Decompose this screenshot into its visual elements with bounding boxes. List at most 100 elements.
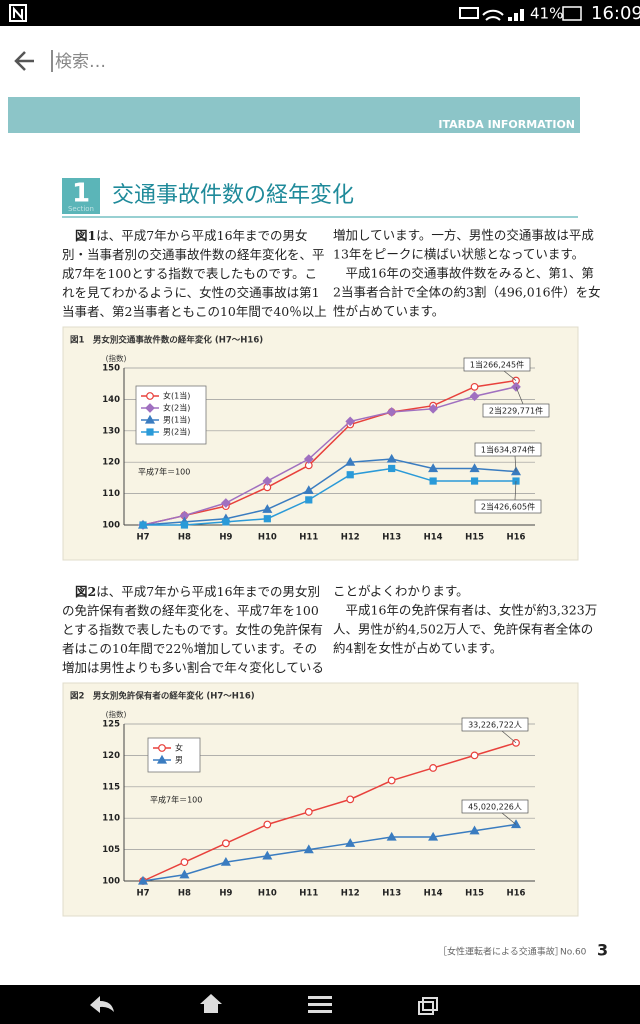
legend-marker	[146, 392, 154, 400]
search-bar	[0, 26, 640, 96]
paragraph-line: 別・当事者別の交通事故件数の経年変化を、平	[62, 247, 325, 262]
back-button[interactable]	[14, 51, 34, 71]
signal-icon	[508, 9, 524, 21]
nav-windows[interactable]	[418, 997, 438, 1015]
x-tick-label: H14	[424, 889, 443, 899]
data-point	[220, 856, 231, 866]
x-tick-label: H11	[299, 533, 318, 543]
data-point	[303, 844, 314, 854]
x-tick-label: H9	[219, 889, 232, 899]
battery-icon	[562, 6, 582, 21]
legend-label: 男(1当)	[163, 415, 190, 425]
y-axis-label: (指数)	[106, 353, 127, 363]
footer-series: ［女性運転者による交通事故］	[438, 946, 564, 958]
callout-label: 1当266,245件	[470, 360, 524, 370]
line-text: 成7年を100とする指数で表したものです。こ	[62, 266, 317, 281]
paragraph-line: 平成16年の交通事故件数をみると、第1、第	[333, 266, 594, 281]
paragraph-line: 当事者、第2当事者ともこの10年間で40％以上	[62, 304, 327, 319]
y-tick-label: 120	[102, 458, 120, 468]
nav-home[interactable]	[200, 994, 222, 1013]
data-point	[345, 456, 356, 466]
nav-back[interactable]	[90, 996, 114, 1013]
x-tick-label: H15	[465, 889, 484, 899]
data-point	[180, 521, 189, 529]
x-tick-label: H13	[382, 533, 401, 543]
legend-label: 女(1当)	[163, 391, 190, 401]
data-point	[179, 869, 190, 879]
y-tick-label: 130	[102, 426, 120, 436]
line-text: とする指数で表したものです。女性の免許保有	[62, 622, 323, 637]
banner-text: ITARDA INFORMATION	[438, 118, 575, 131]
section-title: 交通事故件数の経年変化	[112, 183, 354, 208]
paragraph-line: 約4割を女性が占めています。	[333, 641, 502, 656]
status-icons	[459, 7, 504, 21]
data-point	[469, 463, 480, 473]
data-point	[428, 463, 439, 473]
status-bar	[0, 0, 640, 26]
battery-level: 41%	[530, 5, 563, 23]
data-point	[469, 391, 480, 402]
data-point	[386, 407, 397, 417]
data-point	[470, 751, 479, 760]
x-tick-label: H16	[507, 889, 526, 899]
data-point	[470, 477, 479, 485]
line-text: は、平成7年から平成16年までの男女	[96, 228, 307, 243]
y-tick-label: 150	[102, 364, 120, 374]
data-point	[386, 831, 397, 841]
y-axis-label: (指数)	[106, 709, 127, 719]
x-tick-label: H12	[341, 889, 360, 899]
y-tick-label: 105	[102, 845, 120, 855]
callout-label: 2当426,605件	[481, 502, 535, 512]
data-point	[469, 825, 480, 835]
figure-note: 平成7年＝100	[150, 795, 202, 805]
nav-menu[interactable]	[308, 996, 332, 1013]
data-point	[470, 382, 479, 391]
callout-leader	[515, 386, 524, 405]
lead: 図1	[75, 228, 96, 243]
banner	[8, 97, 580, 133]
x-tick-label: H8	[178, 889, 191, 899]
page-number: 3	[597, 941, 608, 960]
paragraph-line: 図1は、平成7年から平成16年までの男女	[75, 228, 308, 243]
legend-marker	[144, 414, 156, 424]
figure-title: 図2 男女別免許保有者の経年変化 (H7～H16)	[70, 691, 255, 702]
x-tick-label: H8	[178, 533, 191, 543]
data-point	[345, 416, 356, 427]
lead: 図2	[75, 584, 96, 599]
search-input[interactable]: 検索…	[55, 52, 106, 72]
data-point	[262, 504, 273, 513]
data-point	[262, 850, 273, 860]
x-tick-label: H9	[219, 533, 232, 543]
figure-note: 平成7年＝100	[138, 467, 190, 477]
data-point	[180, 858, 189, 867]
data-point	[428, 831, 439, 841]
data-point	[429, 477, 437, 485]
data-point	[388, 464, 396, 473]
series-line	[143, 467, 516, 526]
y-tick-label: 110	[102, 489, 120, 499]
section-badge	[62, 178, 100, 214]
series-line	[142, 742, 517, 882]
figure-title: 図1 男女別交通事故件数の経年変化 (H7～H16)	[70, 335, 263, 346]
paragraph-line: 増加しています。一方、男性の交通事故は平成	[333, 228, 594, 243]
legend-label: 男(2当)	[163, 427, 190, 437]
data-point	[387, 776, 396, 785]
data-point	[305, 496, 313, 504]
series-line	[142, 823, 517, 882]
callout-box	[463, 357, 531, 372]
y-tick-label: 115	[102, 782, 120, 792]
callout-label: 2当229,771件	[489, 406, 543, 416]
line-text: の免許保有者数の経年変化を、平成7年を100	[62, 603, 319, 618]
line-text: 当事者、第2当事者ともこの10年間で40％以上	[62, 304, 327, 319]
paragraph-line: 性が占めています。	[333, 304, 444, 319]
clock: 16:09	[591, 3, 640, 24]
legend-marker	[156, 754, 168, 764]
data-point	[386, 453, 397, 463]
x-tick-label: H14	[424, 533, 443, 543]
paragraph-line: の免許保有者数の経年変化を、平成7年を100	[62, 603, 319, 618]
footer-issue: No.60	[560, 948, 587, 958]
legend-marker	[158, 744, 166, 752]
paragraph-line: 平成16年の免許保有者は、女性が約3,323万	[333, 603, 597, 618]
